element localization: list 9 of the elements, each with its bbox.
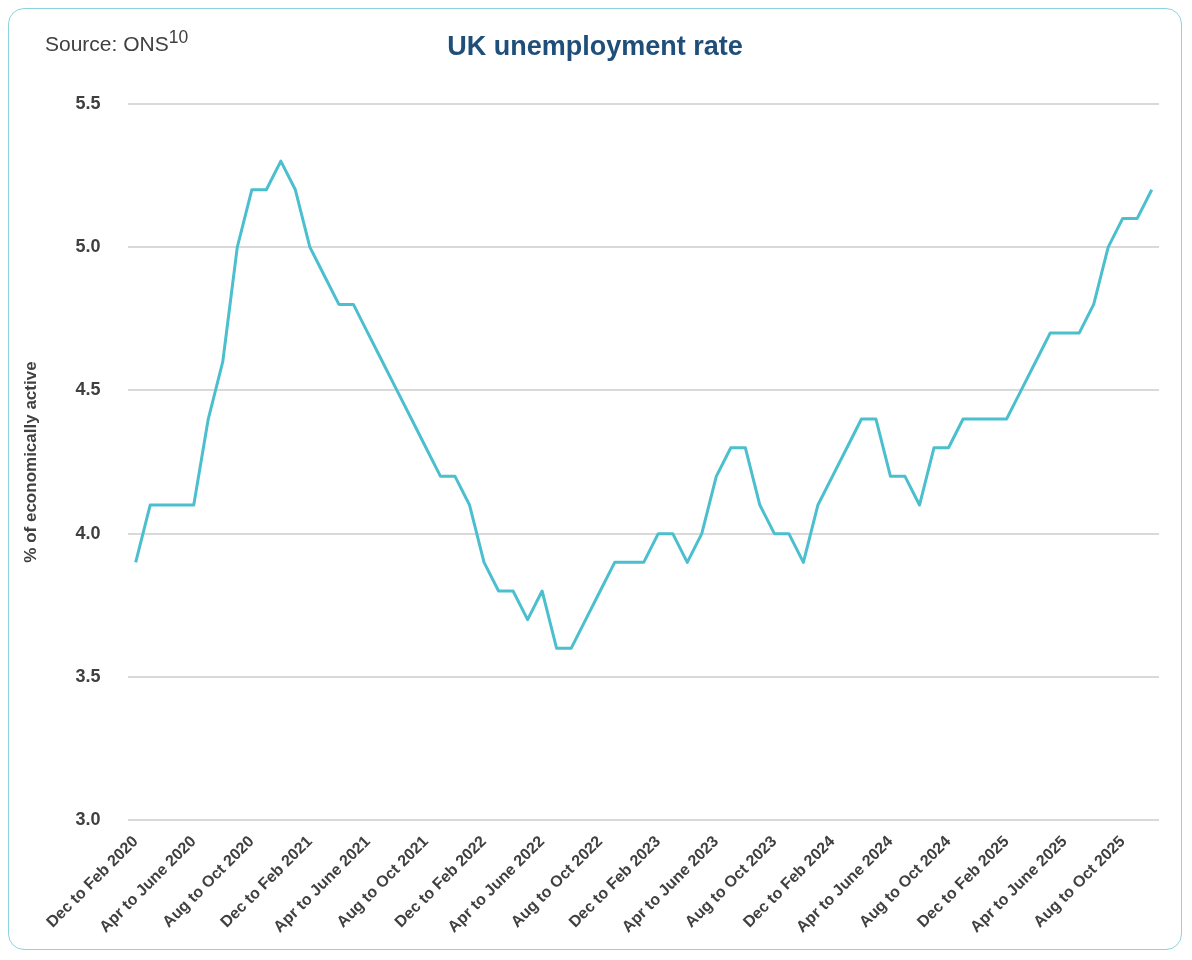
y-tick-label: 5.0: [75, 236, 101, 257]
chart-title: UK unemployment rate: [447, 31, 743, 61]
y-axis-title: % of economically active: [20, 361, 40, 563]
source-note: Source: ONS$^{10}$: [45, 27, 189, 56]
y-tick-label: 3.0: [75, 809, 101, 830]
y-tick-label: 5.5: [75, 92, 101, 113]
y-tick-label: 4.5: [75, 379, 101, 400]
y-tick-label: 4.0: [75, 522, 101, 543]
y-tick-label: 3.5: [75, 665, 101, 686]
